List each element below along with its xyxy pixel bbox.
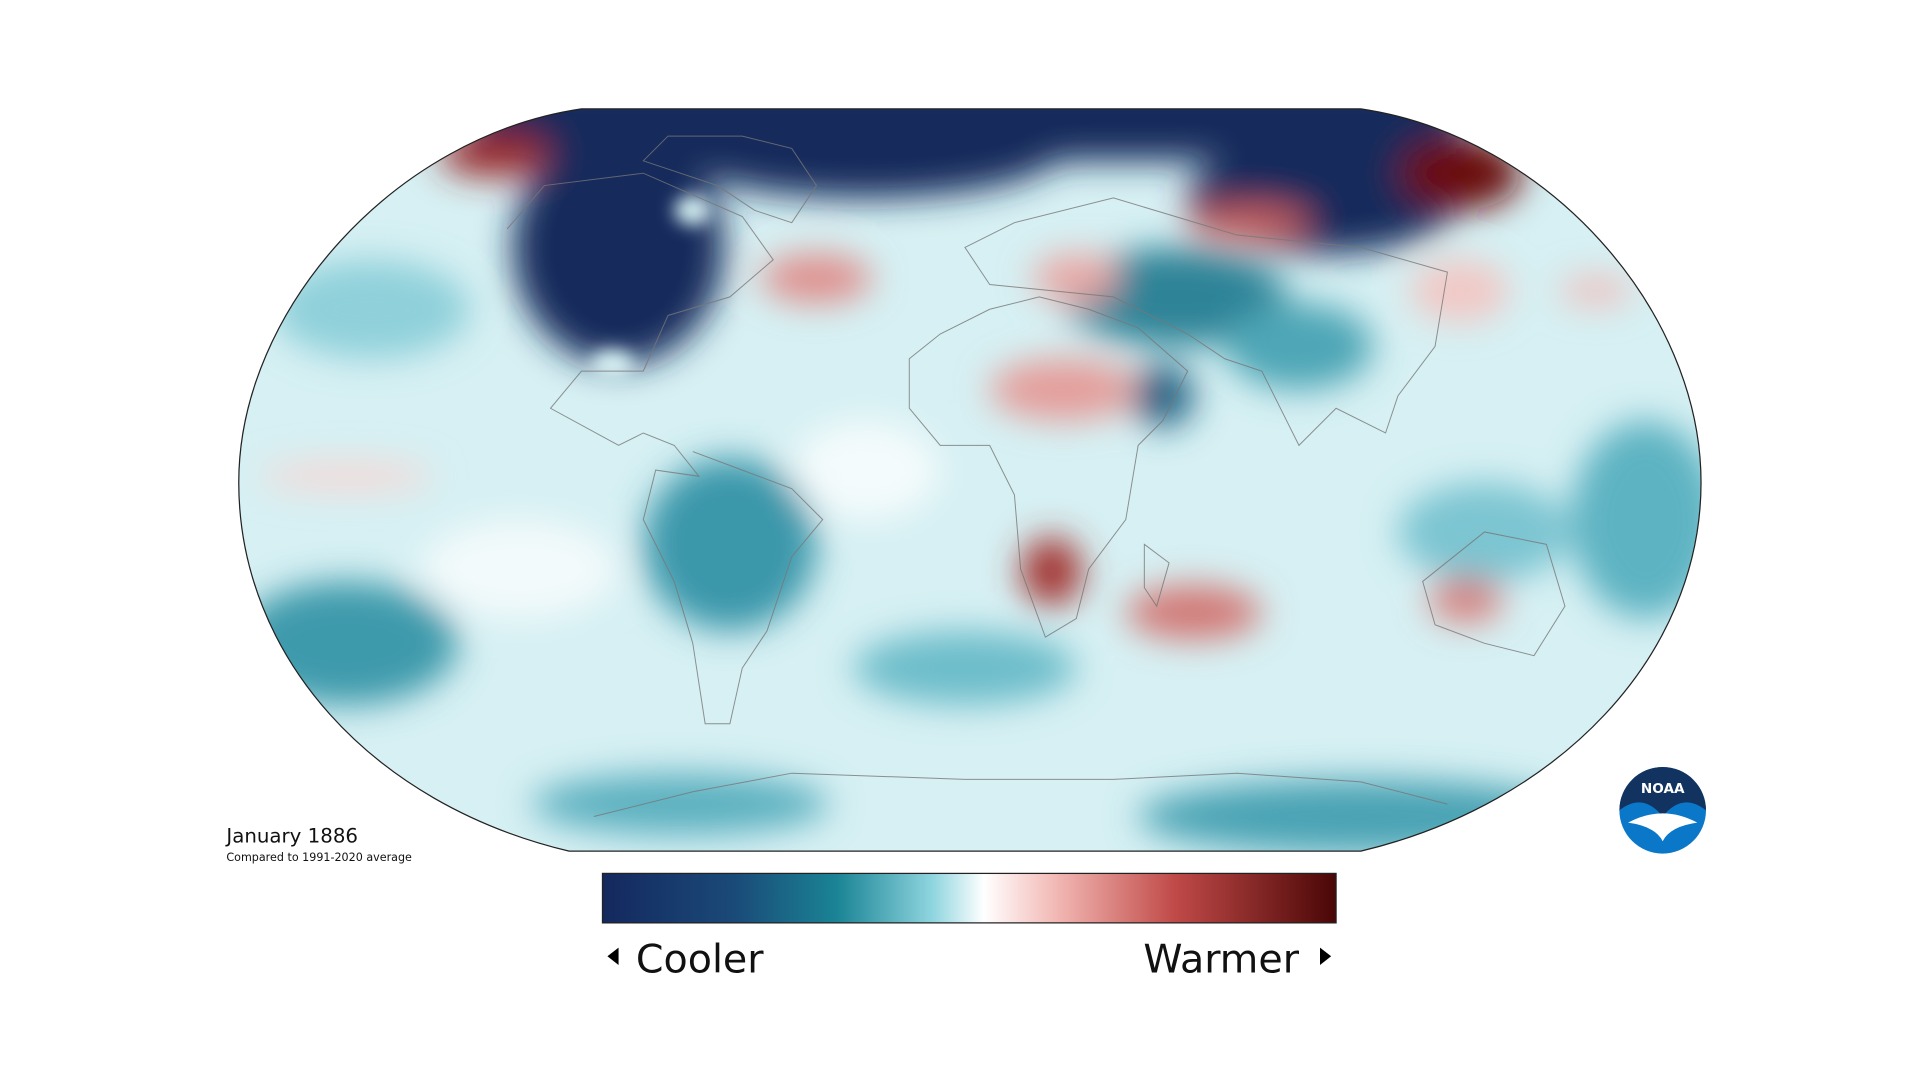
coastlines xyxy=(506,135,1566,817)
legend-low: Cooler xyxy=(636,936,764,982)
logo-text: NOAA xyxy=(1641,781,1685,797)
map-title: January 1886 xyxy=(224,824,358,847)
legend-high: Warmer xyxy=(1143,936,1299,982)
color-bar xyxy=(601,872,1337,924)
arrow-left xyxy=(607,947,619,965)
map-subtitle: Compared to 1991-2020 average xyxy=(226,851,412,864)
map-outline xyxy=(238,108,1702,852)
noaa-logo: NOAA xyxy=(1619,767,1706,854)
anomaly-map xyxy=(238,108,1702,852)
arrow-right xyxy=(1320,947,1332,965)
